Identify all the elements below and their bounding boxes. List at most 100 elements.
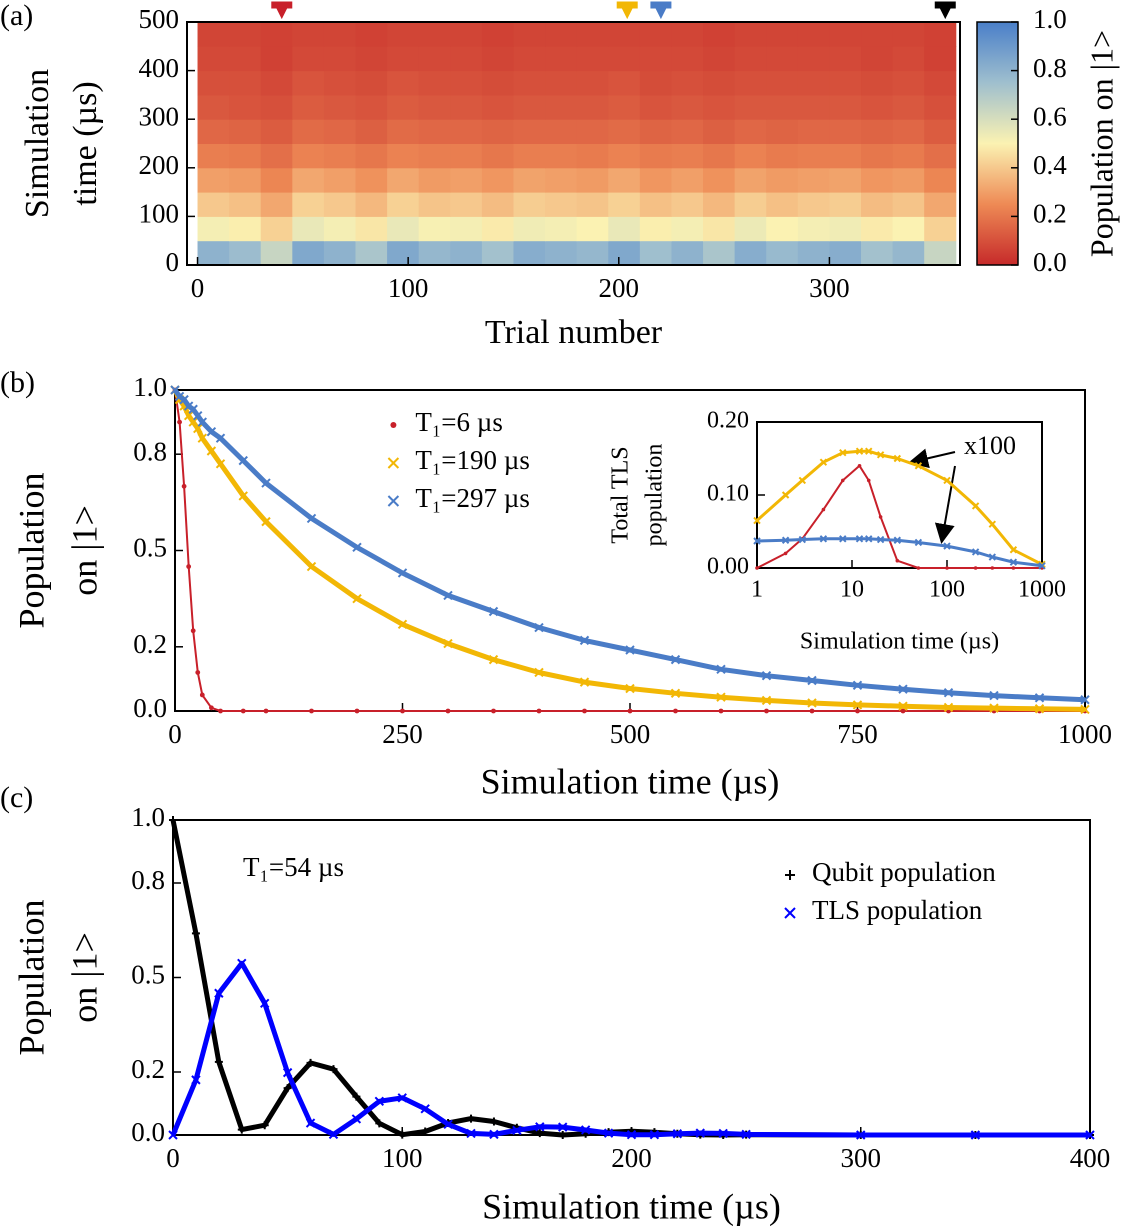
heatmap-cell [323,143,357,169]
data-point [199,692,205,698]
data-point [305,1118,316,1128]
heatmap-cell [892,143,925,169]
data-point [186,564,192,569]
data-point [898,684,908,694]
data-point [374,1096,385,1107]
heatmap-cell [797,70,830,96]
heatmap-cell [450,167,483,193]
heatmap-cell [197,216,230,242]
data-point [177,419,182,425]
y-axis-label: on |1> [64,932,104,1023]
data-point [420,1104,430,1114]
x-axis-label: Simulation time (µs) [800,629,999,655]
data-point [649,1129,660,1140]
heatmap-cell [355,70,388,96]
heatmap-cell [418,216,451,242]
heatmap-cell [450,46,483,72]
heatmap-cell [197,94,230,120]
y-tick-label: 0.10 [707,481,749,507]
data-point [398,1130,407,1139]
heatmap-cell [608,119,641,144]
x-tick-label: 400 [1070,1143,1111,1173]
heatmap-cell [797,240,830,266]
heatmap-cell [639,167,672,193]
y-tick-label: 0.2 [133,629,167,659]
y-tick-label: 400 [139,53,180,83]
heatmap-cell [323,240,357,266]
heatmap-cell [639,216,672,242]
heatmap-cell [513,70,546,96]
data-point [603,1128,614,1138]
data-point [893,536,902,544]
y-tick-label: 0.00 [707,554,749,580]
heatmap-cell [387,46,420,72]
heatmap-cell [797,192,830,217]
data-point [866,478,871,483]
heatmap-cell [892,119,925,144]
data-point [466,1128,476,1139]
heatmap-cell [608,192,641,217]
heatmap-cell [450,119,483,144]
heatmap-cell [861,143,894,169]
data-point [865,447,873,455]
heatmap-cell [260,167,293,193]
heatmap-cell [829,46,862,72]
heatmap-cell [703,94,736,120]
heatmap-cell [229,192,262,217]
heatmap-cell [576,216,609,242]
data-point [282,1067,293,1078]
data-point [916,566,921,570]
data-point [491,708,496,714]
heatmap-cell [418,143,451,169]
heatmap-cell [513,22,546,47]
heatmap-cell [323,216,357,242]
heatmap-cell [481,46,514,72]
data-point [798,476,807,485]
heatmap-cell [418,70,451,96]
data-point [421,1127,430,1136]
y-tick-label: 200 [139,150,180,180]
data-point [197,433,208,443]
data-point [673,708,678,714]
data-point [214,1057,223,1066]
heatmap-cell [229,143,262,169]
heatmap-cell [734,22,767,47]
data-point [783,551,788,556]
data-point [761,695,772,706]
heatmap-cell [639,46,672,72]
data-point [1080,695,1090,705]
heatmap-cell [260,143,293,169]
data-point [1080,704,1090,715]
x-tick-label: 100 [929,576,965,602]
data-point [627,708,633,714]
data-point [781,536,790,544]
y-tick-label: 0.2 [131,1054,165,1084]
heatmap-cell [292,94,325,120]
heatmap-cell [545,70,578,96]
heatmap-cell [576,22,609,47]
data-point [534,622,544,633]
data-point [852,700,863,710]
x-tick-label: 1000 [1018,576,1066,602]
data-point [580,1125,591,1135]
heatmap-cell [608,94,641,120]
heatmap-cell [323,46,357,72]
heatmap-cell [892,240,925,266]
data-point [283,1084,292,1093]
heatmap-cell [766,22,799,47]
heatmap-cell [545,192,578,217]
legend-label: T₁=6 µs [415,407,502,437]
heatmap-cell [418,46,451,72]
x-tick-label: 0 [168,719,182,749]
data-point [781,491,790,499]
heatmap-cell [639,22,672,47]
data-point [443,590,453,601]
heatmap-cell [387,22,420,47]
heatmap-cell [450,70,483,96]
x-tick-label: 200 [599,273,640,303]
heatmap-cell [797,143,830,169]
data-point [558,1122,568,1132]
heatmap-cell [608,240,641,266]
heatmap-cell [766,94,799,120]
data-point [188,404,198,414]
